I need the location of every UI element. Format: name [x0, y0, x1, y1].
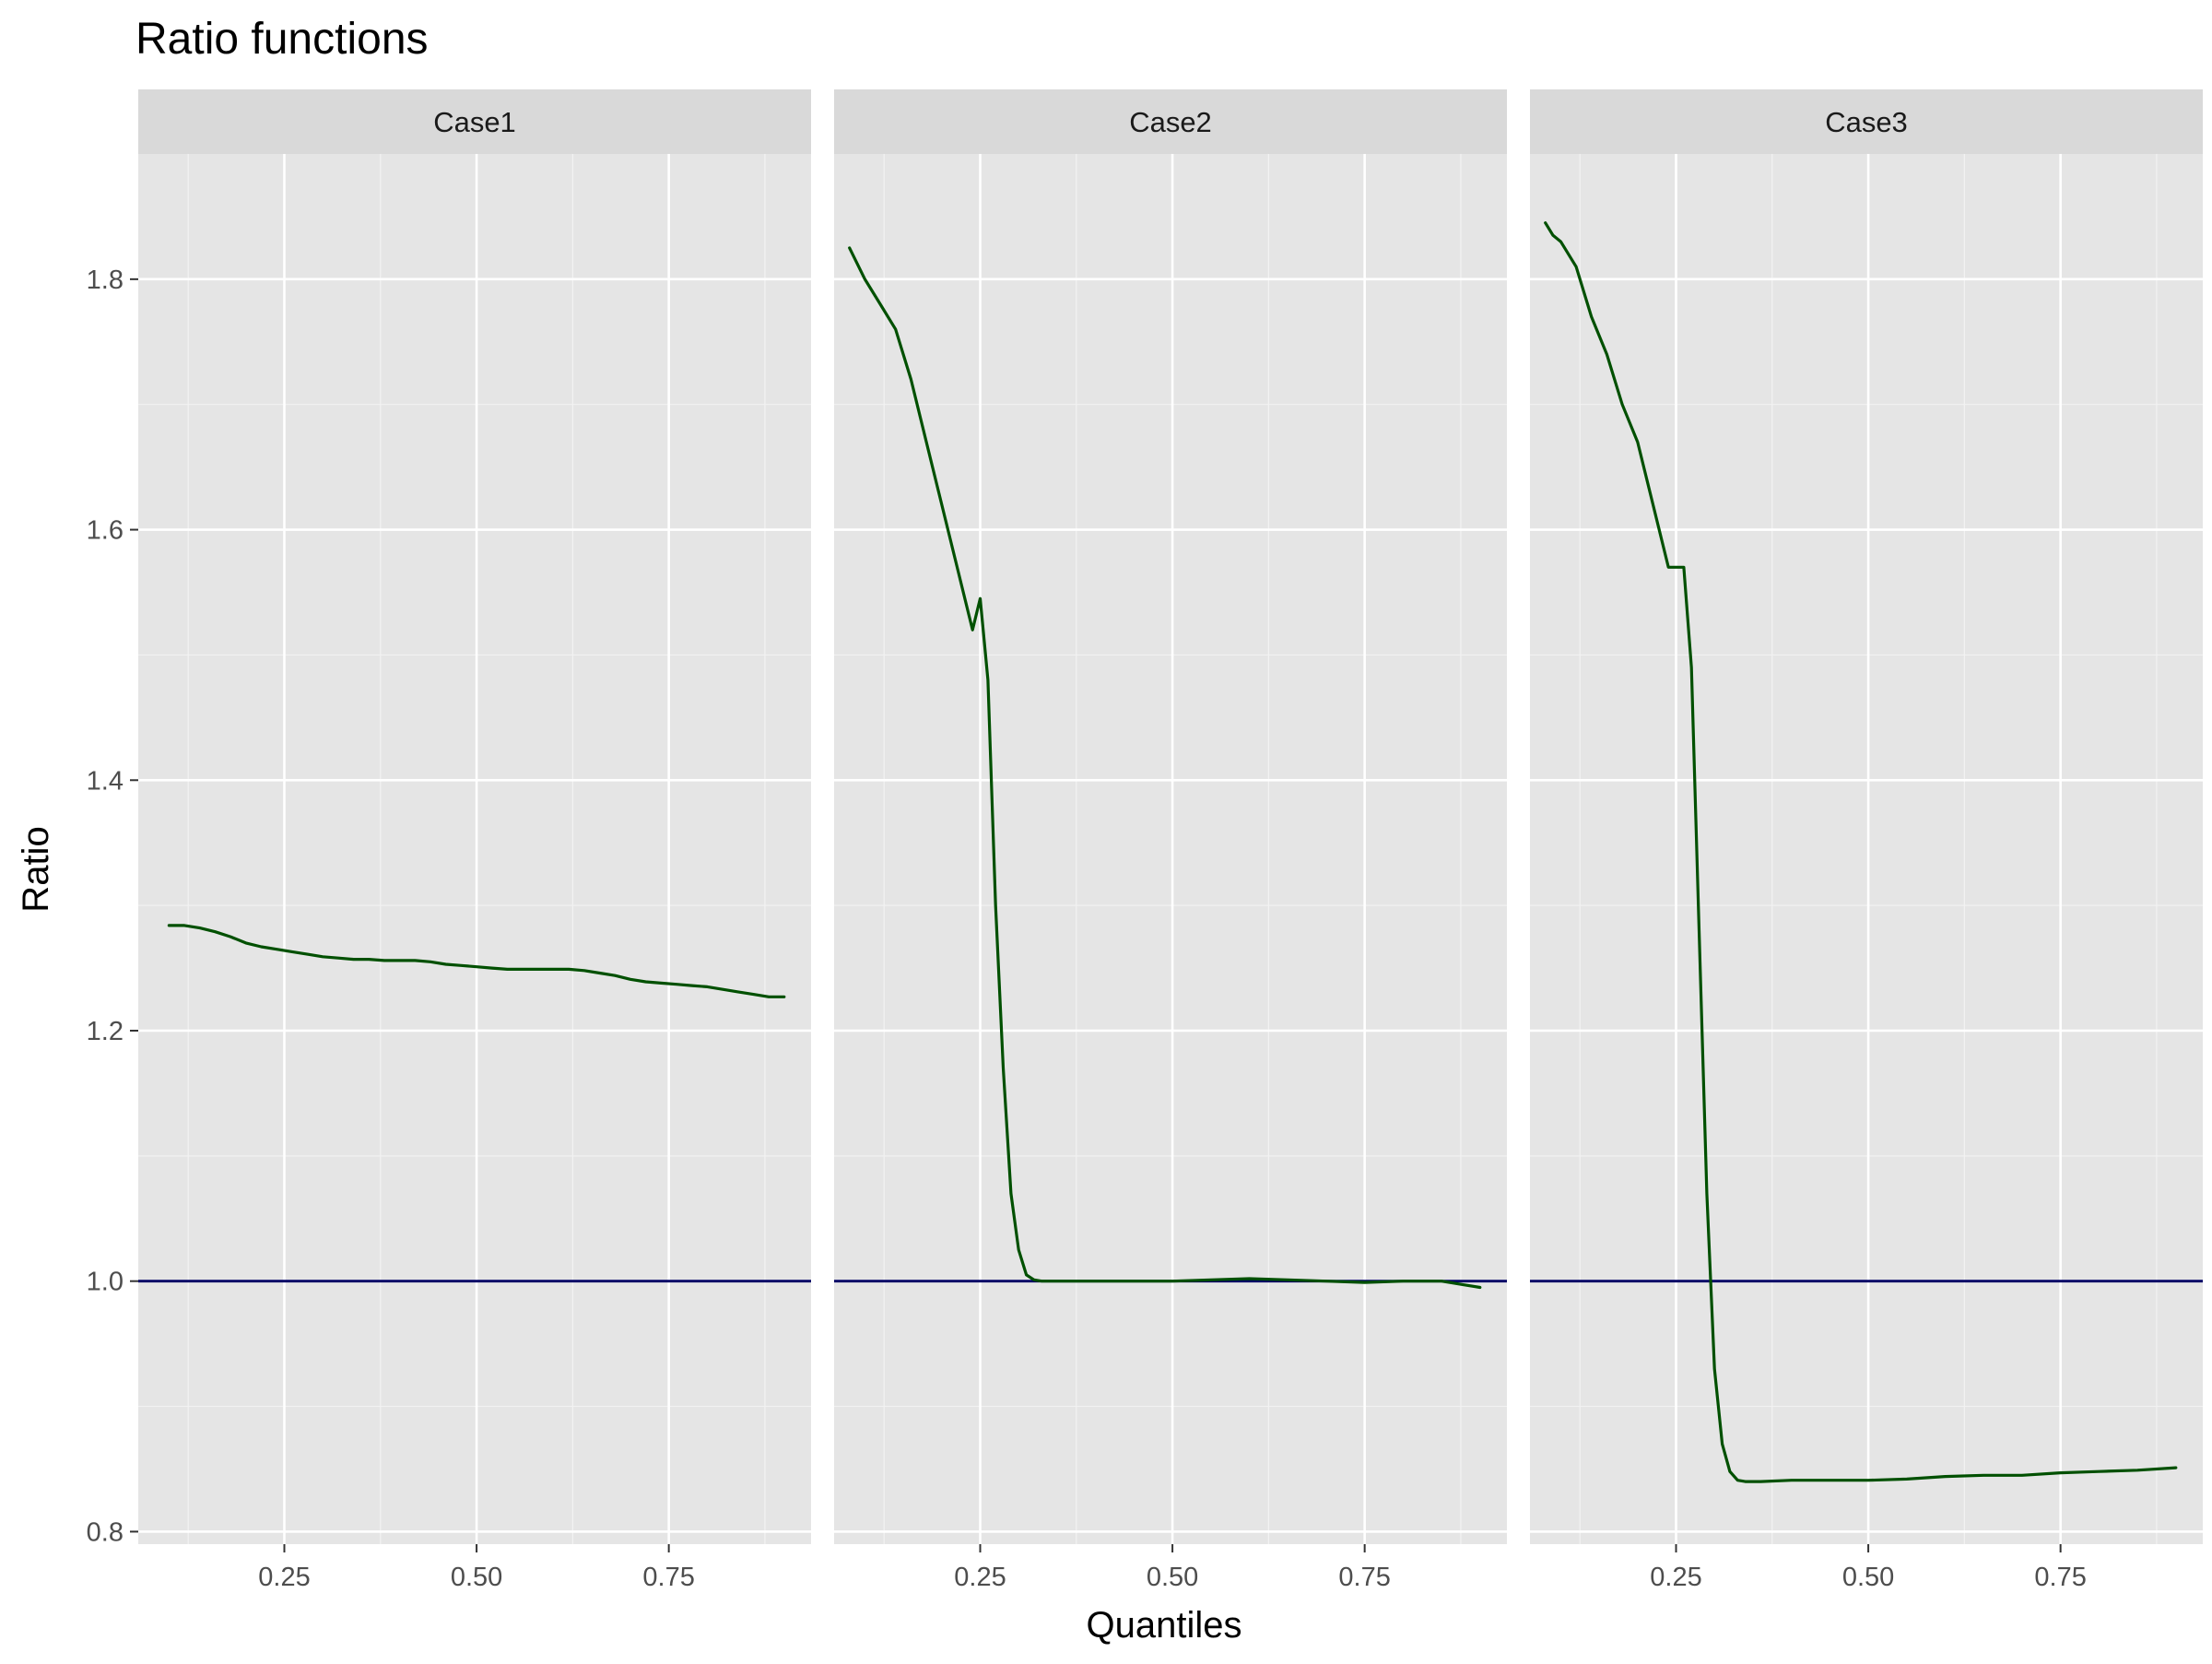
- series-line-case3: [1544, 221, 2178, 1483]
- y-tick-label: 1.8: [87, 266, 124, 295]
- panel-background: [138, 154, 811, 1544]
- series-line-case2: [848, 246, 1482, 1290]
- panel-case1: Case1 0.25 0.50 0.75: [138, 89, 811, 1592]
- x-tick-label: 0.25: [258, 1563, 310, 1592]
- x-tick-label: 0.75: [1338, 1563, 1390, 1592]
- x-tick-label: 0.75: [2034, 1563, 2086, 1592]
- series-line-case1: [167, 924, 786, 998]
- panels-group: Case1 0.25 0.50 0.75 Case2 0.25 0.50 0.75 Case3 0…: [138, 89, 2203, 1592]
- y-axis: 0.8 1.0 1.2 1.4 1.6 1.8: [87, 266, 138, 1547]
- strip-background: [1530, 89, 2203, 154]
- x-tick-label: 0.50: [1842, 1563, 1894, 1592]
- x-tick-label: 0.75: [642, 1563, 694, 1592]
- y-tick-label: 1.4: [87, 766, 124, 796]
- y-axis-title: Ratio: [16, 826, 56, 912]
- x-tick-label: 0.25: [954, 1563, 1006, 1592]
- strip-label: Case2: [1129, 106, 1212, 138]
- y-tick-label: 1.2: [87, 1017, 124, 1046]
- strip-background: [138, 89, 811, 154]
- panel-case2: Case2 0.25 0.50 0.75: [834, 89, 1507, 1592]
- panel-background: [834, 154, 1507, 1544]
- x-axis-title: Quantiles: [1087, 1605, 1242, 1646]
- y-tick-label: 1.6: [87, 516, 124, 546]
- y-tick-label: 1.0: [87, 1268, 124, 1297]
- x-tick-label: 0.50: [451, 1563, 502, 1592]
- strip-background: [834, 89, 1507, 154]
- y-tick-label: 0.8: [87, 1517, 124, 1547]
- x-tick-label: 0.50: [1147, 1563, 1198, 1592]
- strip-label: Case3: [1825, 106, 1908, 138]
- x-tick-label: 0.25: [1650, 1563, 1701, 1592]
- strip-label: Case1: [433, 106, 516, 138]
- panel-case3: Case3 0.25 0.50 0.75: [1530, 89, 2203, 1592]
- panel-background: [1530, 154, 2203, 1544]
- chart-title: Ratio functions: [135, 15, 429, 64]
